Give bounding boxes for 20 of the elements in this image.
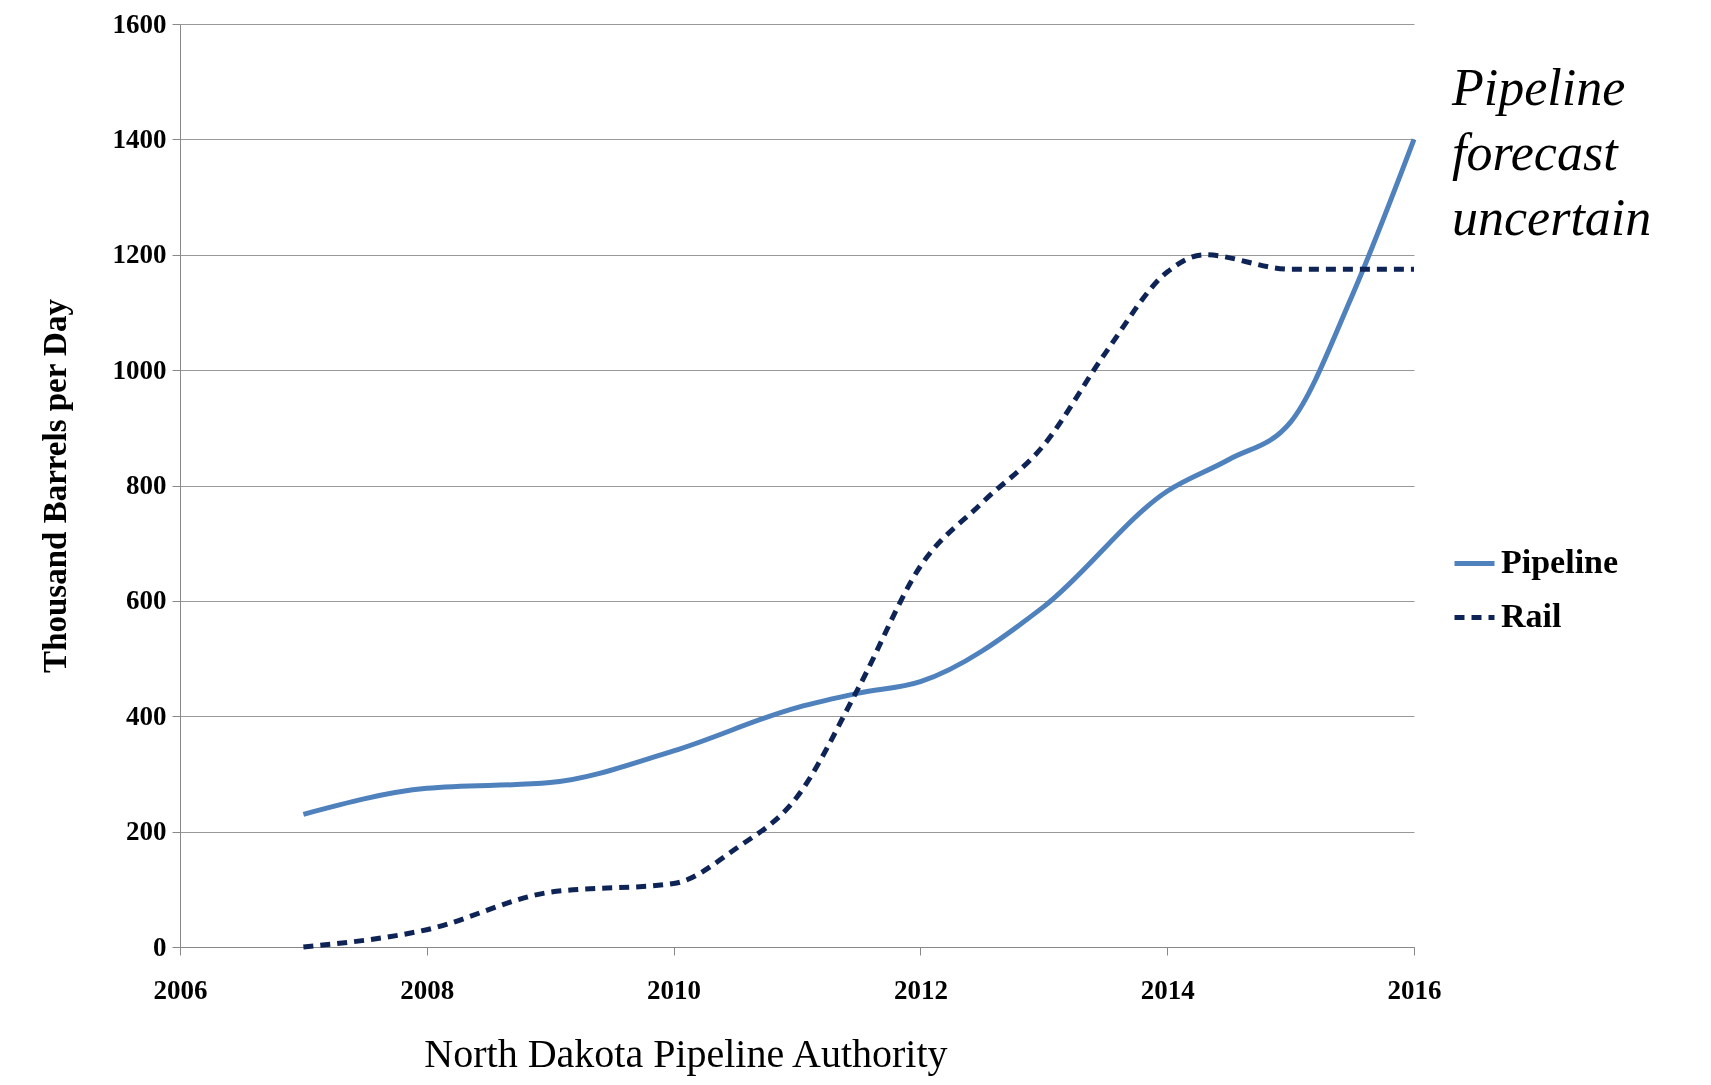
y-tick-label: 1400 (112, 123, 167, 154)
legend-label: Pipeline (1501, 543, 1619, 581)
x-tick-label: 2006 (153, 974, 208, 1005)
y-tick-label: 1600 (112, 8, 167, 39)
y-tick-label: 200 (126, 816, 167, 847)
x-tick-label: 2012 (893, 974, 948, 1005)
y-tick-label: 0 (153, 931, 167, 962)
x-tick-label: 2008 (400, 974, 455, 1005)
y-axis-title: Thousand Barrels per Day (36, 298, 73, 673)
y-tick-label: 400 (126, 700, 167, 731)
x-tick-label: 2014 (1140, 974, 1195, 1005)
y-tick-label: 600 (126, 585, 167, 616)
y-tick-label: 1200 (112, 239, 167, 270)
y-tick-label: 1000 (112, 354, 167, 385)
text: Pipeline forecast uncertain (1451, 59, 1652, 246)
y-tick-label: 800 (126, 470, 167, 500)
x-tick-label: 2016 (1387, 974, 1442, 1005)
legend-label: Rail (1501, 597, 1562, 635)
x-tick-label: 2010 (647, 974, 702, 1005)
text: North Dakota Pipeline Authority (424, 1031, 948, 1076)
